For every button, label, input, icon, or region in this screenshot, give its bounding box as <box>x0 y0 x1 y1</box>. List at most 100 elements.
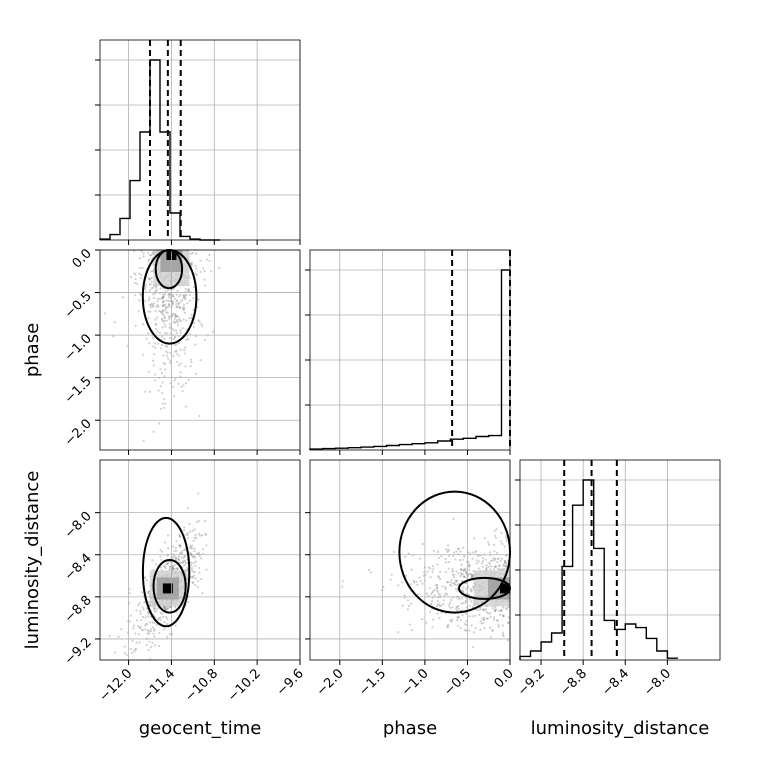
scatter-point-phase-luminosity-distance <box>392 550 395 554</box>
scatter-point-geocent-time-luminosity-distance <box>139 612 142 615</box>
scatter-point-geocent-time-phase <box>206 258 209 261</box>
scatter-point-phase-luminosity-distance <box>431 570 434 574</box>
scatter-point-geocent-time-phase <box>179 362 182 365</box>
scatter-point-geocent-time-phase <box>162 309 165 312</box>
scatter-point-geocent-time-luminosity-distance <box>179 544 182 547</box>
scatter-point-geocent-time-luminosity-distance <box>159 548 162 551</box>
scatter-point-geocent-time-luminosity-distance <box>176 567 179 570</box>
scatter-point-geocent-time-luminosity-distance <box>192 570 195 573</box>
scatter-point-geocent-time-luminosity-distance <box>194 564 197 568</box>
scatter-point-geocent-time-phase <box>144 287 147 291</box>
scatter-point-phase-luminosity-distance <box>421 617 424 621</box>
scatter-point-phase-luminosity-distance <box>437 576 440 579</box>
scatter-point-geocent-time-phase <box>169 351 172 354</box>
scatter-point-geocent-time-luminosity-distance <box>169 606 172 609</box>
scatter-point-geocent-time-phase <box>113 321 116 324</box>
scatter-point-phase-luminosity-distance <box>458 547 461 550</box>
scatter-point-phase-luminosity-distance <box>455 580 458 583</box>
scatter-point-geocent-time-luminosity-distance <box>151 626 154 629</box>
scatter-point-phase-luminosity-distance <box>403 596 406 599</box>
scatter-point-geocent-time-luminosity-distance <box>175 556 178 559</box>
scatter-point-phase-luminosity-distance <box>493 543 496 546</box>
scatter-point-phase-luminosity-distance <box>470 600 473 603</box>
scatter-point-phase-luminosity-distance <box>421 582 424 585</box>
scatter-point-geocent-time-phase <box>179 348 182 351</box>
scatter-point-geocent-time-luminosity-distance <box>184 555 187 558</box>
scatter-point-geocent-time-phase <box>177 320 180 323</box>
scatter-point-geocent-time-phase <box>159 368 162 371</box>
scatter-point-phase-luminosity-distance <box>468 572 471 576</box>
scatter-point-phase-luminosity-distance <box>453 573 456 576</box>
scatter-point-phase-luminosity-distance <box>500 557 504 561</box>
scatter-point-geocent-time-luminosity-distance <box>172 568 175 571</box>
scatter-point-geocent-time-phase <box>189 262 192 265</box>
scatter-point-phase-luminosity-distance <box>493 610 496 613</box>
scatter-point-geocent-time-luminosity-distance <box>153 635 156 638</box>
scatter-point-geocent-time-luminosity-distance <box>151 621 154 624</box>
scatter-point-geocent-time-phase <box>181 327 184 330</box>
scatter-point-geocent-time-luminosity-distance <box>166 562 169 566</box>
scatter-point-phase-luminosity-distance <box>406 599 410 602</box>
scatter-point-phase-luminosity-distance <box>425 592 428 595</box>
scatter-point-phase-luminosity-distance <box>471 615 474 618</box>
scatter-point-geocent-time-luminosity-distance <box>146 632 149 635</box>
scatter-point-geocent-time-phase <box>171 302 174 305</box>
scatter-point-geocent-time-phase <box>161 300 164 304</box>
scatter-point-phase-luminosity-distance <box>489 562 492 565</box>
scatter-point-geocent-time-luminosity-distance <box>199 534 202 537</box>
scatter-point-geocent-time-luminosity-distance <box>139 625 142 629</box>
scatter-point-geocent-time-phase <box>163 323 166 326</box>
scatter-point-phase-luminosity-distance <box>460 573 463 576</box>
scatter-point-geocent-time-phase <box>167 299 170 302</box>
scatter-point-geocent-time-phase <box>208 253 211 256</box>
scatter-point-geocent-time-phase <box>165 299 168 302</box>
scatter-point-geocent-time-phase <box>171 293 174 296</box>
scatter-point-geocent-time-phase <box>151 305 154 308</box>
scatter-point-geocent-time-phase <box>179 371 182 374</box>
scatter-point-phase-luminosity-distance <box>436 589 439 592</box>
scatter-point-geocent-time-phase <box>182 296 185 299</box>
scatter-point-phase-luminosity-distance <box>502 563 505 566</box>
scatter-point-geocent-time-phase <box>194 343 197 346</box>
scatter-point-phase-luminosity-distance <box>444 557 447 561</box>
scatter-point-geocent-time-phase <box>142 353 145 356</box>
scatter-point-phase-luminosity-distance <box>397 584 400 587</box>
scatter-point-phase-luminosity-distance <box>444 592 447 595</box>
scatter-point-phase-luminosity-distance <box>456 579 459 582</box>
scatter-point-geocent-time-luminosity-distance <box>162 606 166 609</box>
scatter-point-geocent-time-phase <box>162 300 165 303</box>
scatter-point-geocent-time-phase <box>160 317 163 320</box>
scatter-point-geocent-time-phase <box>197 298 200 301</box>
scatter-point-geocent-time-luminosity-distance <box>159 611 162 615</box>
scatter-point-phase-luminosity-distance <box>442 603 445 606</box>
x-axis-label-phase: phase <box>383 718 437 739</box>
scatter-point-geocent-time-phase <box>103 312 106 315</box>
scatter-point-phase-luminosity-distance <box>463 568 466 571</box>
scatter-point-geocent-time-luminosity-distance <box>151 559 154 562</box>
scatter-point-geocent-time-phase <box>181 390 184 393</box>
scatter-point-phase-luminosity-distance <box>452 569 455 572</box>
scatter-point-phase-luminosity-distance <box>470 575 473 579</box>
scatter-point-phase-luminosity-distance <box>429 576 432 579</box>
scatter-point-geocent-time-phase <box>193 326 196 329</box>
scatter-point-geocent-time-phase <box>164 325 167 328</box>
scatter-point-phase-luminosity-distance <box>504 565 507 568</box>
scatter-point-phase-luminosity-distance <box>473 537 476 540</box>
scatter-point-phase-luminosity-distance <box>479 619 482 623</box>
scatter-point-geocent-time-luminosity-distance <box>171 568 174 571</box>
scatter-point-phase-luminosity-distance <box>449 599 453 602</box>
scatter-point-geocent-time-luminosity-distance <box>191 575 194 579</box>
scatter-point-phase-luminosity-distance <box>461 614 464 617</box>
scatter-point-phase-luminosity-distance <box>463 555 466 559</box>
scatter-point-phase-luminosity-distance <box>481 565 485 568</box>
scatter-point-phase-luminosity-distance <box>447 567 450 570</box>
scatter-point-phase-luminosity-distance <box>436 550 440 554</box>
scatter-point-geocent-time-luminosity-distance <box>186 533 189 537</box>
scatter-point-phase-luminosity-distance <box>453 582 456 585</box>
scatter-point-geocent-time-phase <box>161 381 164 384</box>
scatter-point-geocent-time-luminosity-distance <box>196 586 199 589</box>
scatter-point-geocent-time-phase <box>147 370 150 373</box>
scatter-point-geocent-time-phase <box>183 306 186 309</box>
scatter-point-phase-luminosity-distance <box>447 544 450 547</box>
scatter-point-geocent-time-luminosity-distance <box>138 602 141 605</box>
